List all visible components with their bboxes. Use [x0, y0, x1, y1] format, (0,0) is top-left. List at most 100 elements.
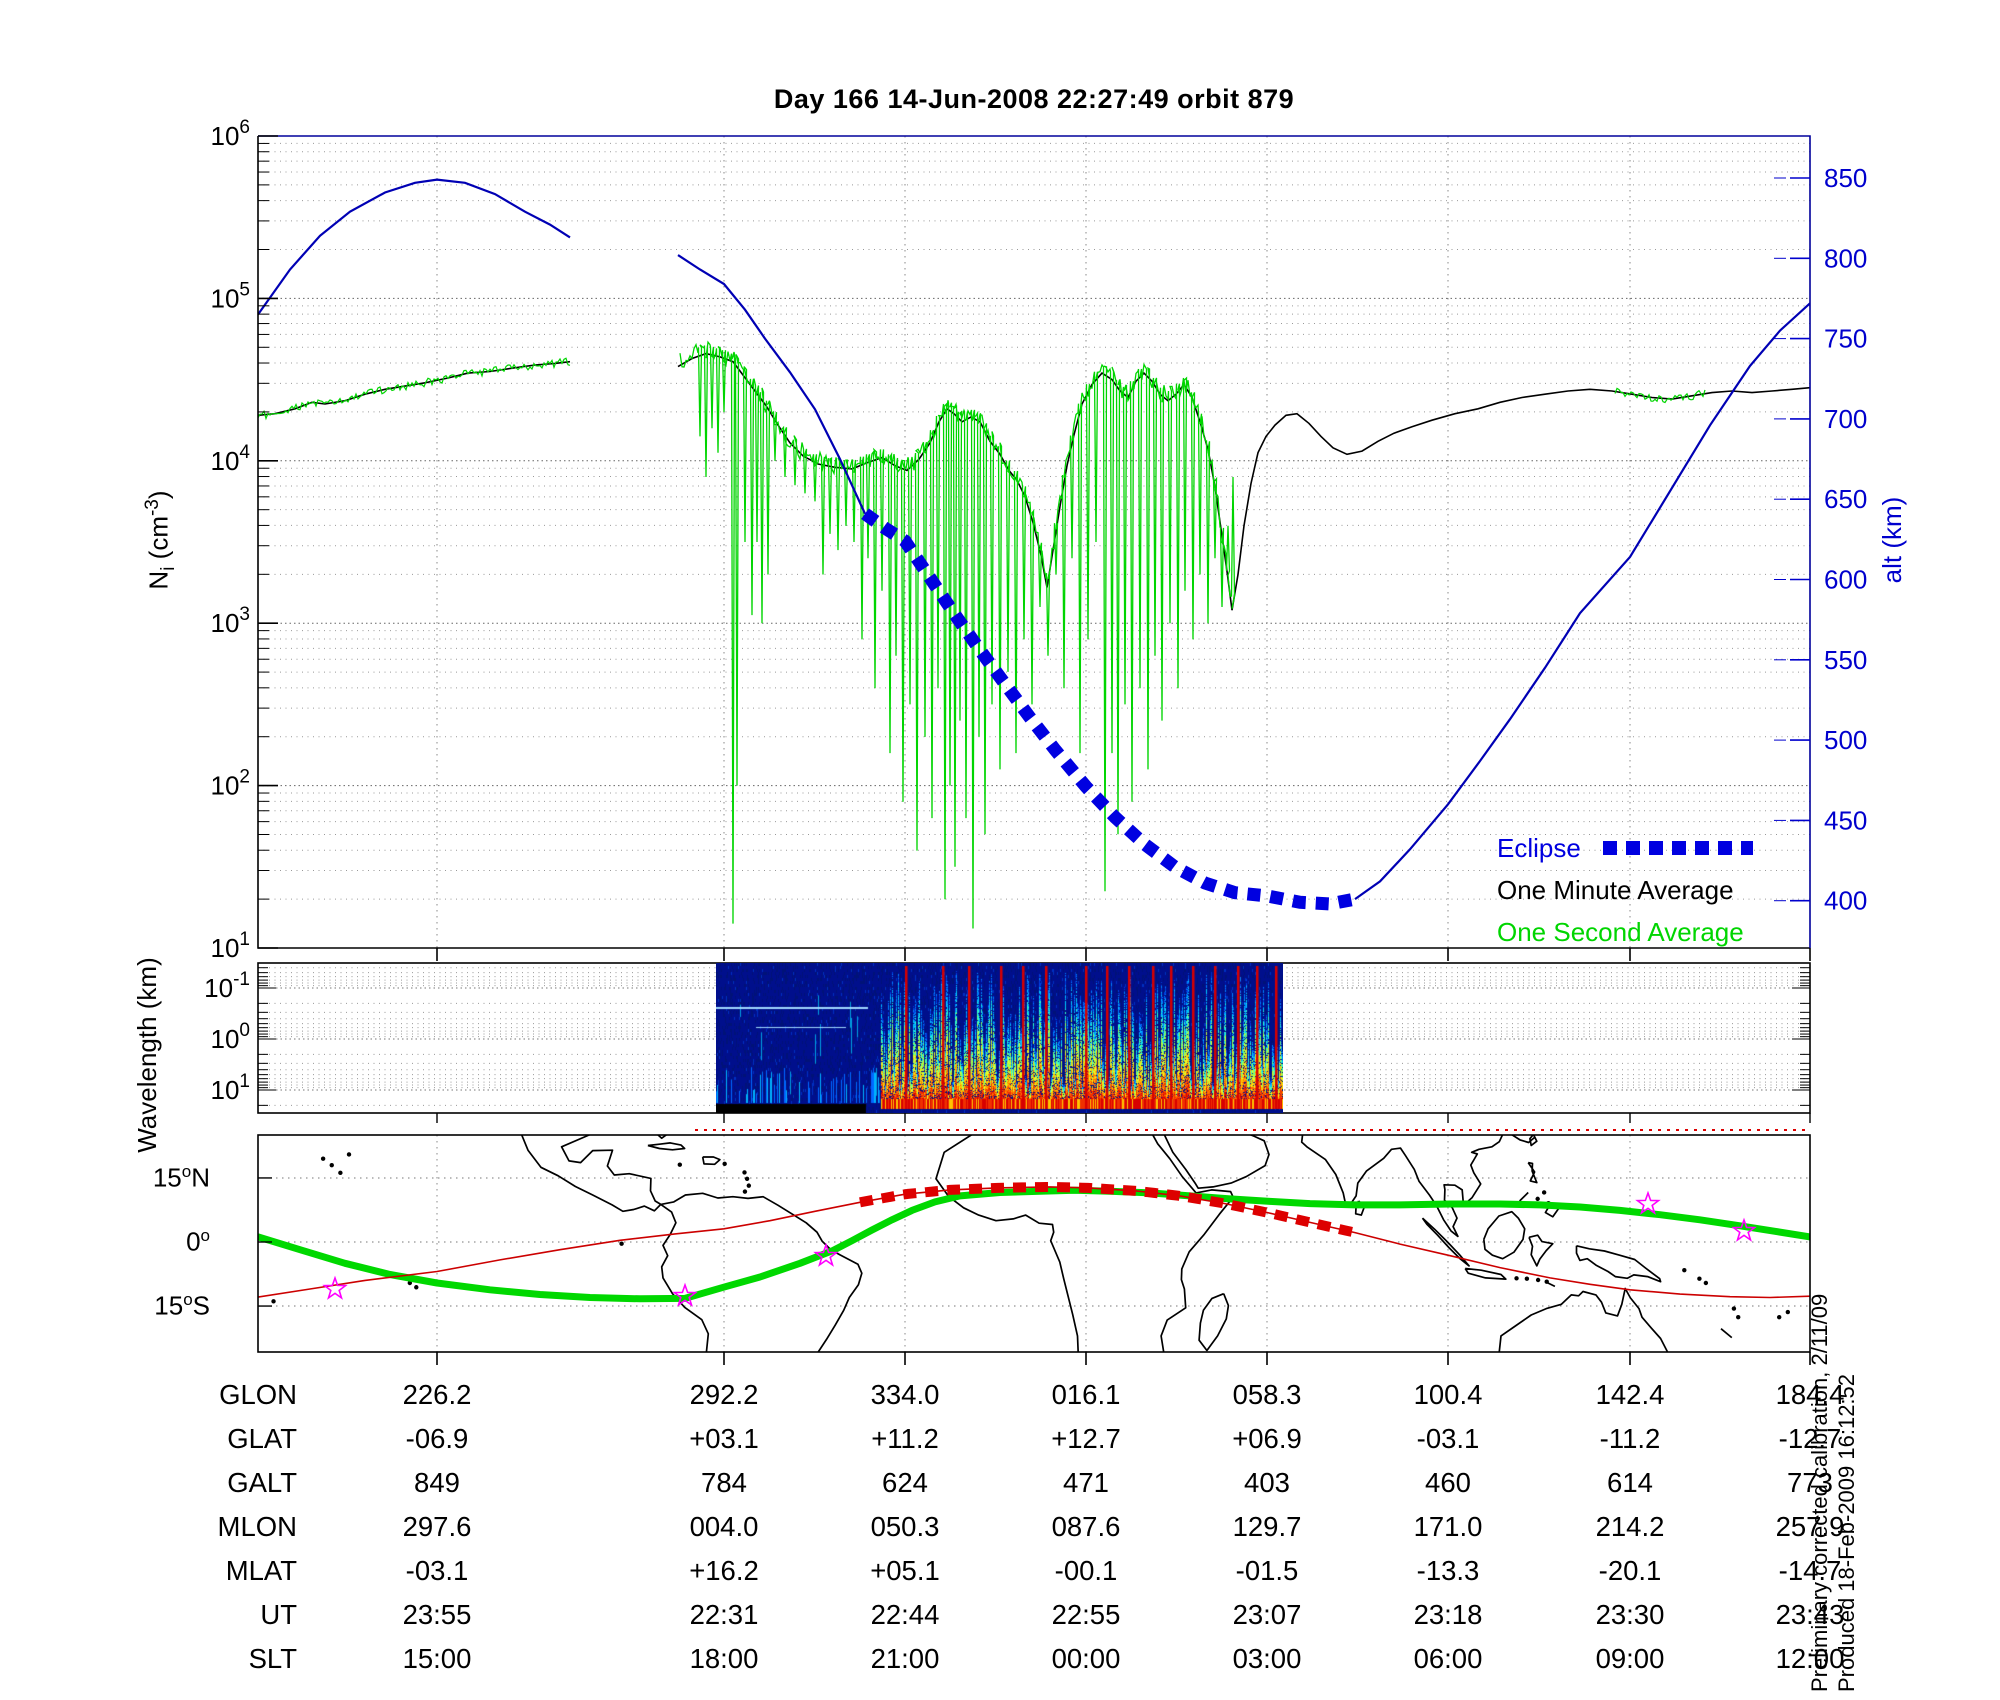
table-cell-glon-2: 334.0	[871, 1379, 940, 1410]
svg-text:103: 103	[211, 604, 251, 638]
map-panel-content	[258, 1135, 1810, 1352]
svg-text:104: 104	[211, 442, 251, 476]
table-cell-mlon-5: 171.0	[1414, 1511, 1483, 1542]
svg-text:102: 102	[211, 767, 251, 801]
table-cell-ut-5: 23:18	[1414, 1599, 1483, 1630]
legend: Eclipse One Minute Average One Second Av…	[1497, 827, 1753, 953]
density-panel-curves	[258, 178, 1810, 929]
table-cell-glat-3: +12.7	[1051, 1423, 1121, 1454]
svg-text:106: 106	[211, 117, 251, 151]
table-cell-glon-6: 142.4	[1596, 1379, 1665, 1410]
legend-item-second-average: One Second Average	[1497, 911, 1753, 953]
legend-minute-label: One Minute Average	[1497, 874, 1734, 905]
production-notes: Preliminary corrected calibration, 2/11/…	[1806, 1242, 1862, 1692]
ni-axis-label: Ni (cm-3)	[142, 440, 182, 640]
table-cell-glat-1: +03.1	[689, 1423, 759, 1454]
table-cell-glon-5: 100.4	[1414, 1379, 1483, 1410]
table-cell-galt-4: 403	[1244, 1467, 1290, 1498]
table-cell-glat-0: -06.9	[406, 1423, 469, 1454]
svg-text:600: 600	[1824, 565, 1867, 595]
table-cell-mlat-1: +16.2	[689, 1555, 759, 1586]
table-cell-ut-3: 22:55	[1052, 1599, 1121, 1630]
table-cell-ut-4: 23:07	[1233, 1599, 1302, 1630]
table-cell-glon-3: 016.1	[1052, 1379, 1121, 1410]
ni-axis-label-exp: -3	[142, 499, 163, 517]
table-cell-slt-2: 21:00	[871, 1643, 940, 1674]
map-panel-frame	[257, 1134, 1811, 1365]
table-cell-mlon-1: 004.0	[690, 1511, 759, 1542]
svg-text:800: 800	[1824, 243, 1867, 273]
table-cell-mlat-7: -14.7	[1779, 1555, 1842, 1586]
table-cell-slt-5: 06:00	[1414, 1643, 1483, 1674]
table-cell-mlat-2: +05.1	[870, 1555, 940, 1586]
table-cell-glat-7: -12.7	[1779, 1423, 1842, 1454]
ni-axis-label-base: N	[143, 570, 174, 590]
table-row-label-slt: SLT	[249, 1643, 298, 1674]
table-cell-slt-4: 03:00	[1233, 1643, 1302, 1674]
svg-text:101: 101	[211, 1071, 251, 1105]
map-lat-label-15n: 15oN	[152, 1162, 210, 1193]
table-cell-mlat-3: -00.1	[1055, 1555, 1118, 1586]
table-cell-glat-2: +11.2	[871, 1423, 939, 1454]
table-cell-glat-5: -03.1	[1417, 1423, 1480, 1454]
map-lat-label-0: 0o	[186, 1226, 210, 1257]
table-cell-ut-1: 22:31	[690, 1599, 759, 1630]
table-row-label-mlon: MLON	[218, 1511, 297, 1542]
table-cell-mlon-0: 297.6	[403, 1511, 472, 1542]
table-cell-galt-3: 471	[1063, 1467, 1109, 1498]
density-panel-frame: 101 102 103 104 105 106 850 800 750 700 650 600 550 5…	[211, 117, 1868, 963]
svg-text:500: 500	[1824, 725, 1867, 755]
legend-eclipse-label: Eclipse	[1497, 832, 1581, 863]
table-cell-mlat-0: -03.1	[406, 1555, 469, 1586]
table-cell-ut-6: 23:30	[1596, 1599, 1665, 1630]
svg-text:700: 700	[1824, 404, 1867, 434]
density-panel-grid	[258, 135, 1810, 949]
note-produced: Produced 18-Feb-2009 16:12:52	[1834, 1373, 1859, 1692]
table-cell-mlon-2: 050.3	[871, 1511, 940, 1542]
table-cell-slt-3: 00:00	[1052, 1643, 1121, 1674]
table-row-label-glon: GLON	[219, 1379, 297, 1410]
svg-text:750: 750	[1824, 324, 1867, 354]
ni-axis-label-close: )	[143, 490, 174, 500]
table-cell-mlat-4: -01.5	[1236, 1555, 1299, 1586]
table-cell-galt-0: 849	[414, 1467, 460, 1498]
table-cell-slt-6: 09:00	[1596, 1643, 1665, 1674]
svg-text:650: 650	[1824, 484, 1867, 514]
ni-axis-label-unit: (cm	[143, 516, 174, 567]
table-cell-ut-7: 23:43	[1776, 1599, 1845, 1630]
table-cell-glon-0: 226.2	[403, 1379, 472, 1410]
table-cell-galt-2: 624	[882, 1467, 928, 1498]
svg-text:450: 450	[1824, 805, 1867, 835]
legend-eclipse-dash-sample	[1602, 841, 1753, 855]
note-calibration: Preliminary corrected calibration, 2/11/…	[1807, 1293, 1832, 1692]
table-cell-mlat-5: -13.3	[1417, 1555, 1480, 1586]
table-cell-glat-6: -11.2	[1600, 1423, 1661, 1454]
table-row-label-ut: UT	[260, 1599, 297, 1630]
legend-item-minute-average: One Minute Average	[1497, 869, 1753, 911]
table-cell-mlon-7: 257.9	[1776, 1511, 1845, 1542]
table-cell-glon-1: 292.2	[690, 1379, 759, 1410]
ni-axis-label-sub: i	[157, 566, 179, 571]
table-cell-galt-1: 784	[701, 1467, 747, 1498]
table-cell-mlon-3: 087.6	[1052, 1511, 1121, 1542]
alt-axis-label: alt (km)	[1877, 496, 1907, 584]
table-cell-glon-7: 184.4	[1776, 1379, 1845, 1410]
table-row-label-mlat: MLAT	[226, 1555, 298, 1586]
svg-text:550: 550	[1824, 645, 1867, 675]
table-cell-ut-2: 22:44	[871, 1599, 940, 1630]
spectrogram-image	[716, 963, 1283, 1113]
svg-text:105: 105	[211, 279, 251, 313]
table-cell-glon-4: 058.3	[1233, 1379, 1302, 1410]
table-cell-slt-7: 12:00	[1776, 1643, 1845, 1674]
table-cell-galt-5: 460	[1425, 1467, 1471, 1498]
map-panel-grid	[258, 1129, 1810, 1352]
table-cell-mlat-6: -20.1	[1599, 1555, 1662, 1586]
table-row-label-glat: GLAT	[227, 1423, 297, 1454]
table-cell-mlon-4: 129.7	[1233, 1511, 1302, 1542]
table-cell-slt-1: 18:00	[690, 1643, 759, 1674]
table-cell-glat-4: +06.9	[1232, 1423, 1302, 1454]
map-lat-label-15s: 15oS	[154, 1290, 210, 1321]
legend-second-label: One Second Average	[1497, 916, 1744, 947]
